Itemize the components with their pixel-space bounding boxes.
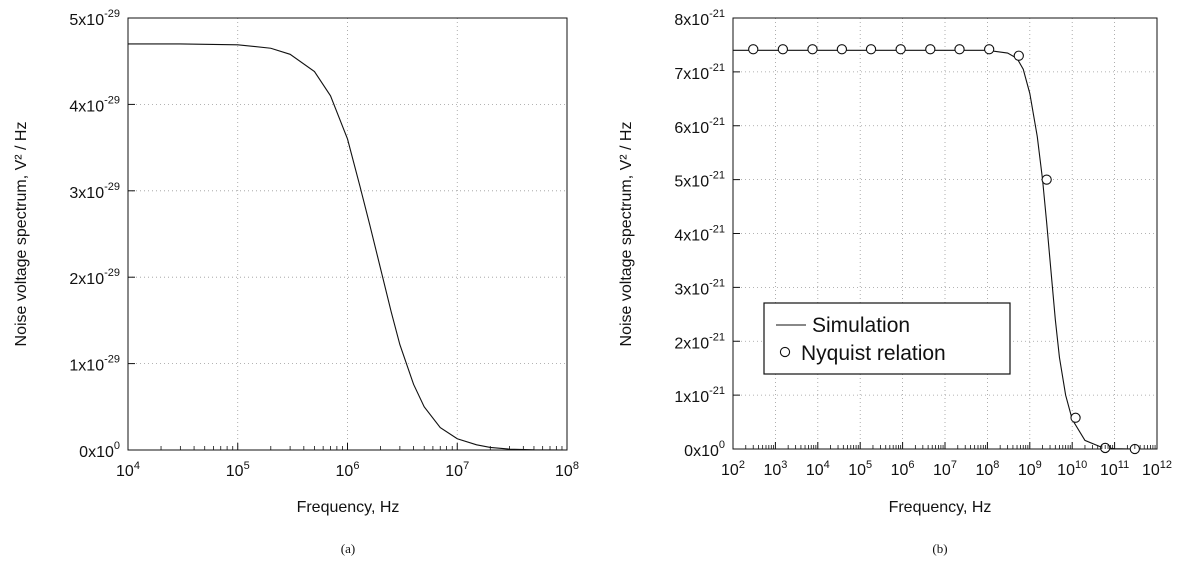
chart-b-x-tick-label: 1011	[1100, 459, 1129, 479]
chart-b-nyquist-point	[925, 44, 936, 55]
chart-b-y-ticks: 0x100 1x10-21 2x10-21 3x10-21 4x10-21 5x10-21…	[674, 8, 740, 460]
chart-a-y-tick-label: 5x10-29	[69, 8, 120, 29]
chart-b-x-axis-label: Frequency, Hz	[889, 499, 992, 516]
chart-b-x-tick-label: 108	[975, 459, 999, 479]
chart-a-y-ticks: 0x100 1x10-29 2x10-29 3x10-29 4x10-29 5x10-29	[69, 8, 135, 461]
chart-a: 104 105 106 107 108 0x100 1x10-29 2x10-29 3x10-…	[13, 8, 579, 556]
chart-b-y-tick-label: 8x10-21	[674, 8, 725, 29]
chart-b-caption: (b)	[932, 541, 947, 556]
chart-b-y-tick-label: 4x10-21	[674, 224, 725, 245]
chart-b-nyquist-point	[865, 44, 877, 55]
chart-b-legend-label-simulation: Simulation	[812, 314, 910, 337]
chart-b-x-tick-label: 104	[806, 459, 830, 479]
chart-b-x-tick-label: 106	[891, 459, 915, 479]
chart-a-grid	[128, 18, 567, 450]
chart-b-nyquist-point	[748, 44, 759, 55]
chart-a-x-tick-label: 105	[226, 460, 250, 480]
chart-b: 102 103 104 105 106 107 108 109 1010 1011 1012 0x1…	[618, 8, 1172, 556]
chart-b-nyquist-point	[1041, 174, 1052, 185]
chart-a-x-tick-label: 108	[555, 460, 579, 480]
chart-a-y-axis-label: Noise voltage spectrum, V² / Hz	[13, 122, 30, 347]
chart-b-nyquist-point	[1013, 50, 1024, 61]
chart-a-simulation-line	[128, 43, 568, 451]
chart-b-y-tick-label: 0x100	[684, 439, 725, 460]
chart-a-y-tick-label: 3x10-29	[69, 181, 120, 202]
chart-b-nyquist-point	[836, 44, 848, 55]
chart-b-x-tick-label: 109	[1018, 459, 1042, 479]
chart-b-y-tick-label: 7x10-21	[674, 62, 725, 83]
chart-b-x-tick-label: 105	[848, 459, 872, 479]
chart-b-y-tick-label: 1x10-21	[674, 385, 725, 406]
chart-b-nyquist-point	[895, 44, 906, 55]
chart-b-nyquist-point	[954, 44, 965, 55]
chart-b-y-axis-label: Noise voltage spectrum, V² / Hz	[618, 122, 635, 347]
chart-a-x-axis-label: Frequency, Hz	[297, 499, 400, 516]
chart-b-x-tick-label: 1012	[1142, 459, 1172, 479]
chart-b-x-tick-label: 102	[721, 459, 745, 479]
chart-b-x-tick-label: 107	[933, 459, 957, 479]
chart-b-simulation-line	[733, 49, 1135, 450]
chart-b-y-tick-label: 2x10-21	[674, 331, 725, 352]
chart-b-nyquist-point	[777, 44, 789, 55]
chart-b-x-tick-label: 103	[763, 459, 787, 479]
chart-b-legend-box	[763, 302, 1011, 375]
chart-b-legend: Simulation Nyquist relation	[763, 302, 1011, 375]
chart-b-y-tick-label: 5x10-21	[674, 170, 725, 191]
chart-a-x-tick-label: 104	[116, 460, 140, 480]
chart-b-grid	[733, 18, 1157, 449]
chart-a-x-tick-label: 107	[445, 460, 469, 480]
chart-b-legend-label-nyquist: Nyquist relation	[801, 342, 946, 365]
chart-b-x-ticks: 102 103 104 105 106 107 108 109 1010 1011 1012	[721, 442, 1172, 479]
chart-b-y-tick-label: 6x10-21	[674, 116, 725, 137]
chart-a-y-tick-label: 1x10-29	[69, 354, 120, 375]
chart-a-x-tick-label: 106	[336, 460, 360, 480]
chart-a-caption: (a)	[341, 541, 355, 556]
chart-a-x-ticks: 104 105 106 107 108	[116, 443, 579, 480]
chart-b-nyquist-markers	[748, 44, 1140, 455]
chart-b-x-tick-label: 1010	[1057, 459, 1087, 479]
chart-a-y-tick-label: 0x100	[79, 440, 120, 461]
chart-b-legend-marker-swatch	[779, 346, 791, 358]
chart-b-nyquist-point	[984, 44, 995, 55]
chart-a-y-tick-label: 4x10-29	[69, 94, 120, 115]
chart-b-nyquist-point	[1070, 412, 1081, 423]
chart-b-y-tick-label: 3x10-21	[674, 277, 725, 298]
chart-b-nyquist-point	[807, 44, 818, 55]
chart-a-y-tick-label: 2x10-29	[69, 267, 120, 288]
